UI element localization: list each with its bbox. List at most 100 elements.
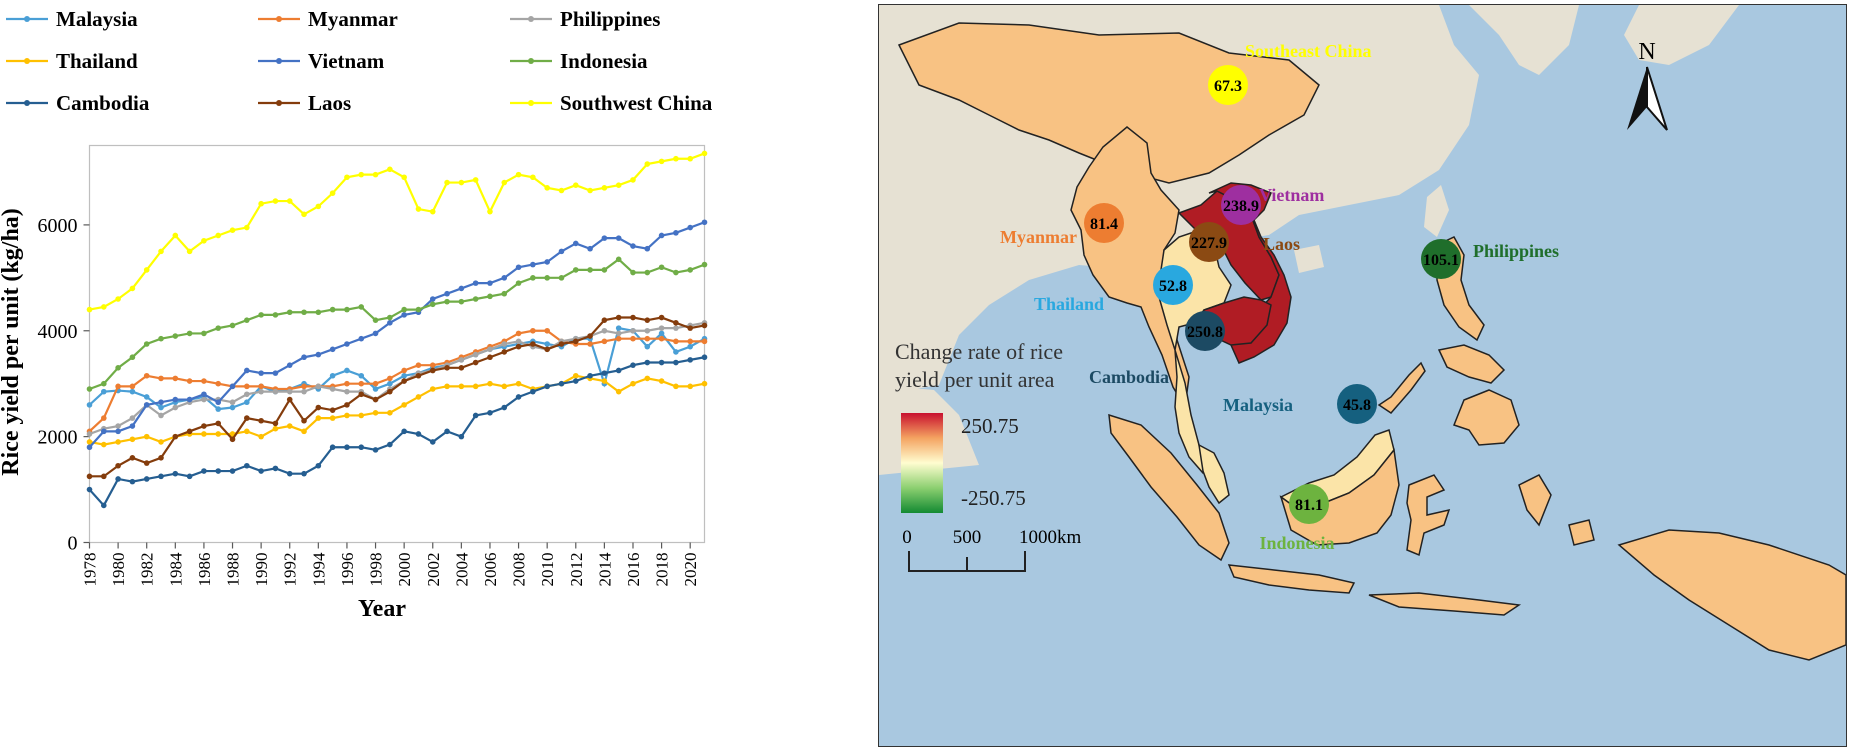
data-point (158, 473, 164, 480)
data-point (472, 177, 479, 183)
data-point (515, 394, 522, 400)
region-vietnam (1208, 182, 1292, 364)
data-point (644, 359, 651, 366)
legend-marker (24, 16, 30, 22)
x-tick-label: 2002 (424, 553, 443, 587)
data-point (658, 158, 665, 165)
data-point (387, 314, 393, 321)
map-panel: Change rate of rice yield per unit area … (878, 4, 1847, 747)
legend-marker (24, 100, 30, 106)
data-point (115, 423, 121, 429)
data-point (601, 317, 608, 323)
data-point (158, 399, 164, 406)
marker-circle (1221, 185, 1261, 225)
x-tick-label: 2016 (624, 553, 643, 587)
data-point (286, 388, 293, 395)
data-point (444, 179, 450, 186)
data-point (458, 433, 465, 440)
marker-value: 238.9 (1223, 198, 1259, 215)
marker-country-label: Philippines (1473, 241, 1559, 261)
data-point (315, 462, 322, 469)
data-point (658, 264, 665, 271)
data-point (701, 322, 708, 329)
data-point (229, 383, 236, 390)
x-tick-label: 2008 (510, 553, 529, 587)
data-point (673, 230, 679, 236)
data-point (415, 372, 422, 379)
series-thailand (86, 372, 708, 448)
data-point (301, 354, 307, 361)
marker-country-label: Indonesia (1259, 533, 1334, 553)
data-point (673, 338, 679, 345)
data-point (129, 415, 136, 421)
data-point (658, 378, 665, 384)
marker-philippines: 105.1 Philippines (1421, 239, 1559, 279)
data-point (558, 275, 565, 281)
marker-country-label: Myanmar (1000, 227, 1077, 247)
x-tick-label: 2018 (653, 553, 672, 587)
x-tick-label: 1984 (166, 552, 185, 587)
data-point (458, 285, 465, 292)
data-point (515, 380, 522, 387)
x-tick-label: 1978 (81, 553, 100, 587)
data-point (129, 455, 136, 461)
data-point (172, 433, 179, 440)
data-point (115, 439, 121, 445)
region-indonesia-sumatra (1108, 413, 1230, 562)
data-point (630, 362, 636, 368)
data-point (701, 150, 708, 157)
data-point (258, 433, 264, 440)
data-point (315, 351, 322, 358)
marker-circle (1421, 239, 1461, 279)
data-point (143, 267, 150, 273)
data-point (644, 335, 651, 342)
legend-label: Laos (308, 91, 351, 115)
data-point (301, 383, 307, 390)
data-point (701, 219, 708, 226)
data-point (501, 179, 508, 186)
data-point (115, 476, 121, 482)
data-point (673, 383, 679, 390)
data-point (572, 378, 579, 384)
data-point (572, 267, 579, 273)
data-point (329, 190, 336, 196)
data-point (701, 354, 708, 361)
region-indonesia-sulawesi (1406, 474, 1451, 557)
x-tick-label: 1982 (138, 553, 157, 587)
legend-item: Vietnam (258, 49, 385, 73)
data-point (215, 232, 222, 239)
region-southwest-china (897, 22, 1320, 184)
x-tick-label: 1992 (281, 553, 300, 587)
data-point (272, 198, 279, 204)
data-point (143, 402, 150, 408)
data-point (215, 468, 222, 474)
legend-item: Laos (258, 91, 351, 115)
data-point (301, 417, 307, 424)
marker-circle (1084, 203, 1124, 243)
data-point (186, 330, 193, 337)
x-axis-label: Year (358, 596, 406, 622)
north-arrow-icon (1627, 67, 1647, 130)
data-point (244, 317, 250, 323)
legend-item: Thailand (6, 49, 138, 73)
data-point (401, 372, 407, 379)
data-point (387, 380, 393, 387)
series-southwest-china (86, 150, 708, 313)
data-point (487, 293, 493, 300)
data-point (158, 439, 164, 445)
x-tick-label: 2010 (538, 553, 557, 587)
data-point (587, 245, 593, 252)
data-point (101, 428, 107, 435)
series-laos (86, 314, 708, 480)
data-point (344, 444, 350, 451)
marker-malaysia: 45.8 Malaysia (1223, 384, 1377, 424)
data-point (458, 383, 465, 390)
data-point (244, 383, 250, 390)
legend-label: Malaysia (56, 7, 138, 31)
data-point (487, 280, 493, 286)
region-myanmar (1070, 126, 1190, 410)
data-point (143, 460, 150, 466)
legend-marker (528, 100, 534, 106)
background-land-korea (1469, 5, 1579, 75)
